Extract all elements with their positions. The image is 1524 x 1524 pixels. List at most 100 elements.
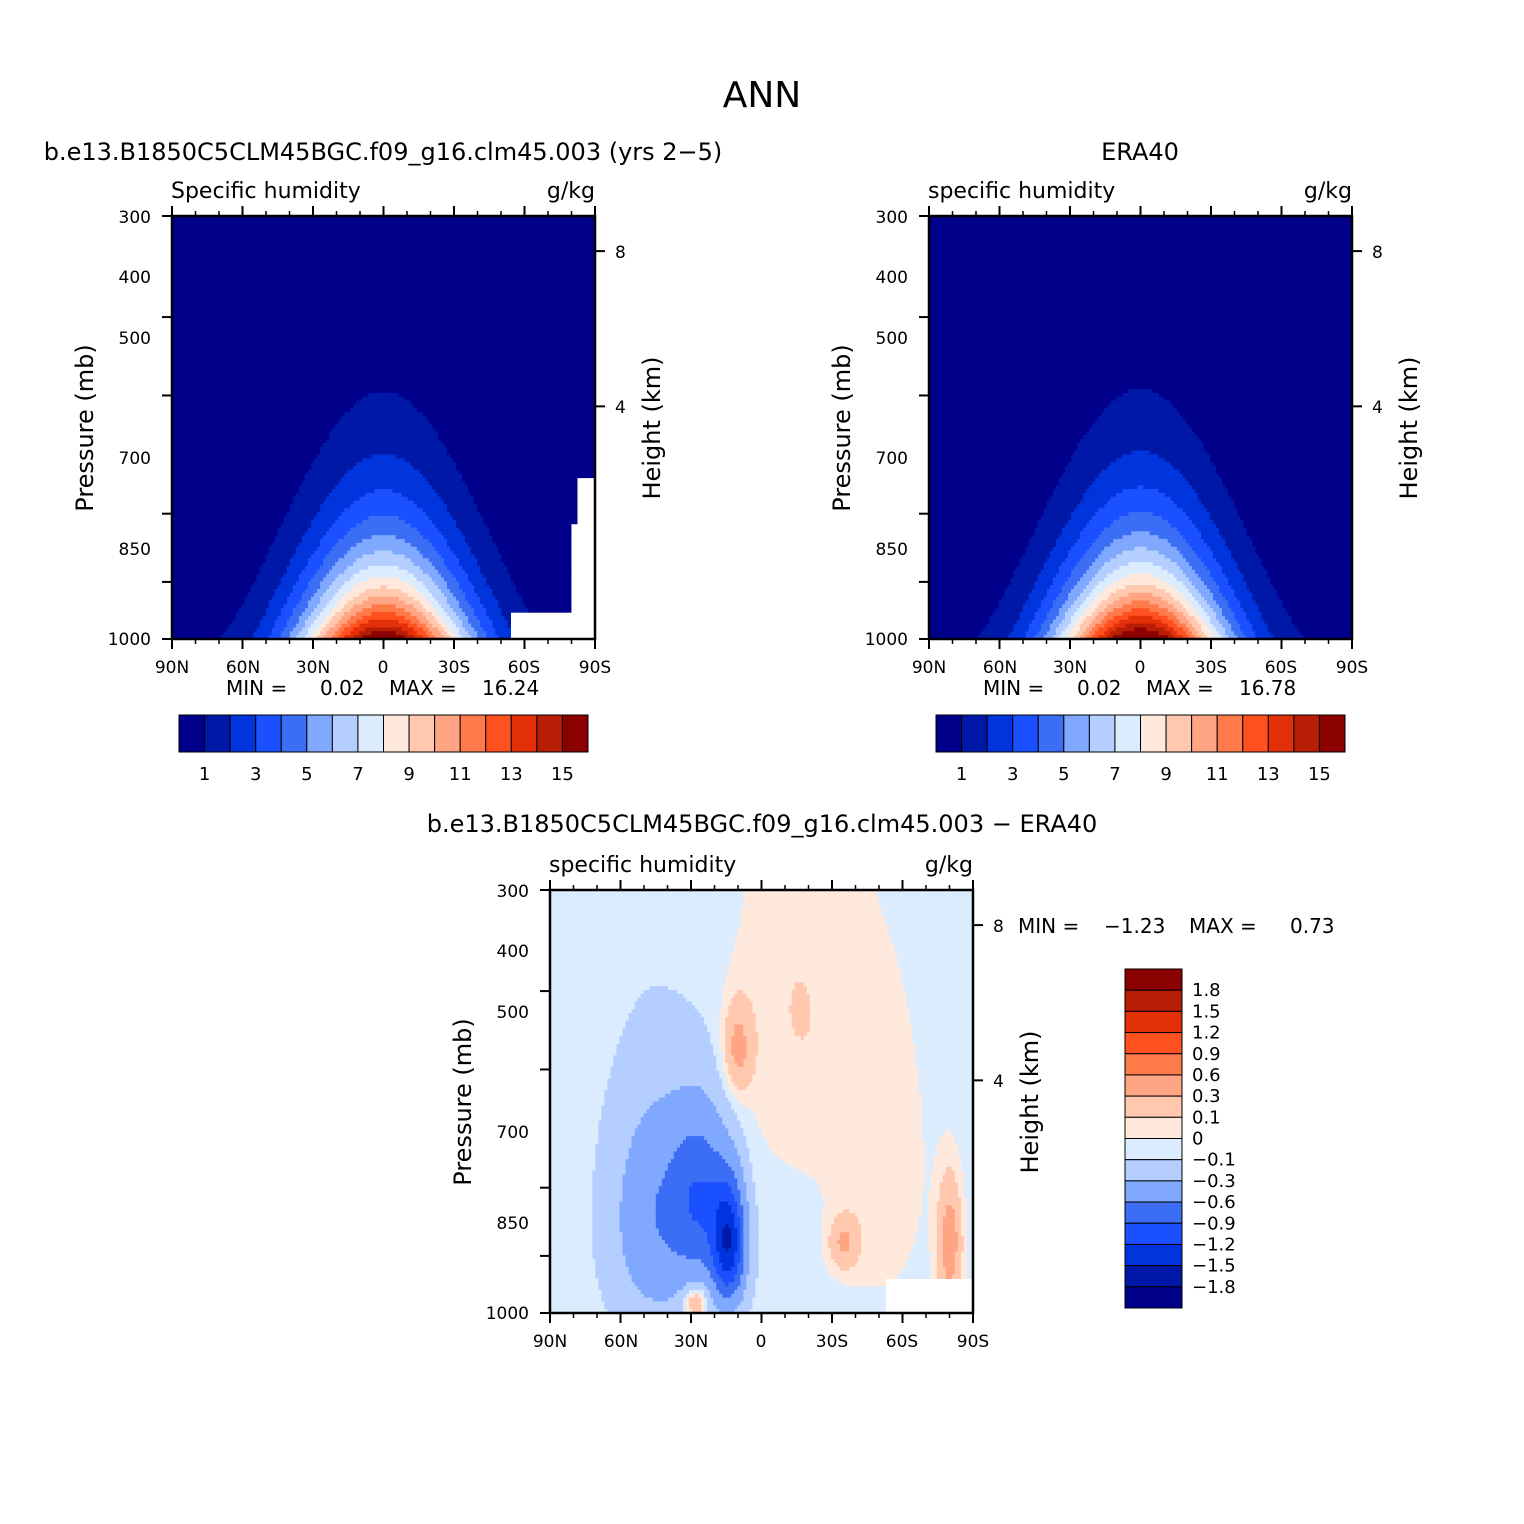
contour-cell [428,481,466,486]
contour-cell [335,623,342,629]
contour-cell [1128,615,1154,621]
contour-cell [942,1251,956,1256]
contour-cell [737,1305,754,1310]
contour-cell [172,354,596,359]
contour-cell [1113,581,1169,586]
contour-cell [362,635,406,640]
contour-cell [459,581,472,586]
contour-cell [688,1197,735,1203]
contour-cell [855,1213,923,1218]
contour-cell [861,1251,911,1256]
contour-cell [758,1051,917,1056]
contour-cell [223,631,255,636]
contour-cell [550,1282,599,1287]
contour-cell [957,1243,965,1249]
contour-cell [1185,512,1211,517]
contour-cell [292,554,312,559]
contour-cell [1089,592,1099,598]
contour-cell [625,1255,687,1260]
contour-cell [929,346,1353,352]
contour-cell [755,1293,886,1299]
contour-cell [1149,600,1169,605]
contour-cell [1058,623,1069,629]
contour-cell [501,608,530,613]
contour-cell [849,1266,905,1272]
contour-cell [1107,596,1120,602]
contour-cell [172,277,596,282]
contour-cell [341,477,427,482]
contour-cell [1089,485,1139,490]
contour-cell [550,1128,599,1133]
contour-cell [685,997,723,1003]
contour-cell [942,1247,959,1253]
contour-cell [404,554,424,559]
contour-cell [719,1028,726,1033]
contour-cell [924,1155,935,1160]
contour-cell [1071,627,1081,632]
contour-cell [915,1059,974,1064]
contour-cell [664,1093,708,1099]
contour-cell [1158,392,1353,398]
contour-cell [929,635,978,640]
contour-cell [737,1182,747,1187]
contour-cell [310,635,318,640]
contour-cell [752,1001,793,1006]
contour-cell [930,1270,938,1276]
contour-cell [713,1255,720,1260]
contour-cell [1197,554,1214,559]
contour-cell [550,1074,612,1080]
contour-cell [737,1097,923,1103]
contour-cell [1080,604,1090,609]
contour-cell [791,989,808,995]
contour-cell [1055,539,1078,544]
contour-cell [658,1186,690,1191]
contour-cell [963,1178,974,1183]
contour-cell [918,1086,974,1091]
contour-cell [628,1151,675,1156]
contour-cell [929,342,1353,348]
contour-cell [821,1236,829,1241]
contour-cell [292,608,306,613]
contour-cell [1213,554,1232,559]
contour-cell [731,1047,747,1053]
contour-cell [410,619,421,625]
contour-cell [350,577,369,582]
contour-cell [592,1251,624,1256]
contour-cell [419,550,439,555]
contour-cell [616,1051,714,1056]
contour-cell [1222,612,1235,617]
contour-cell [788,1163,926,1168]
contour-cell [749,1266,760,1272]
contour-cell [462,477,578,482]
contour-cell [323,608,333,613]
contour-cell [734,1139,747,1145]
contour-cell [386,585,415,590]
contour-cell [1200,623,1208,629]
contour-cell [419,600,430,605]
colorbar-box [459,714,487,753]
contour-cell [957,1239,965,1245]
contour-cell [930,1266,938,1272]
contour-cell [347,600,363,605]
contour-cell [758,1232,823,1237]
panel-model-min-label: MIN = [226,676,287,700]
contour-cell [1225,596,1238,602]
contour-cell [431,592,445,598]
contour-cell [595,1155,630,1160]
contour-cell [821,1189,923,1195]
contour-cell [410,400,596,406]
contour-cell [326,554,345,559]
contour-cell [1077,442,1205,448]
contour-cell [1046,612,1060,617]
colorbar-box [1037,714,1065,753]
contour-cell [356,523,412,529]
contour-cell [758,1120,923,1126]
contour-cell [704,1309,708,1314]
contour-cell [1104,546,1136,552]
contour-cell [954,1251,962,1256]
contour-cell [743,1289,757,1295]
contour-cell [407,496,442,502]
y-tick-label: 700 [497,1123,529,1143]
contour-cell [752,1005,790,1010]
contour-cell [1167,581,1184,586]
